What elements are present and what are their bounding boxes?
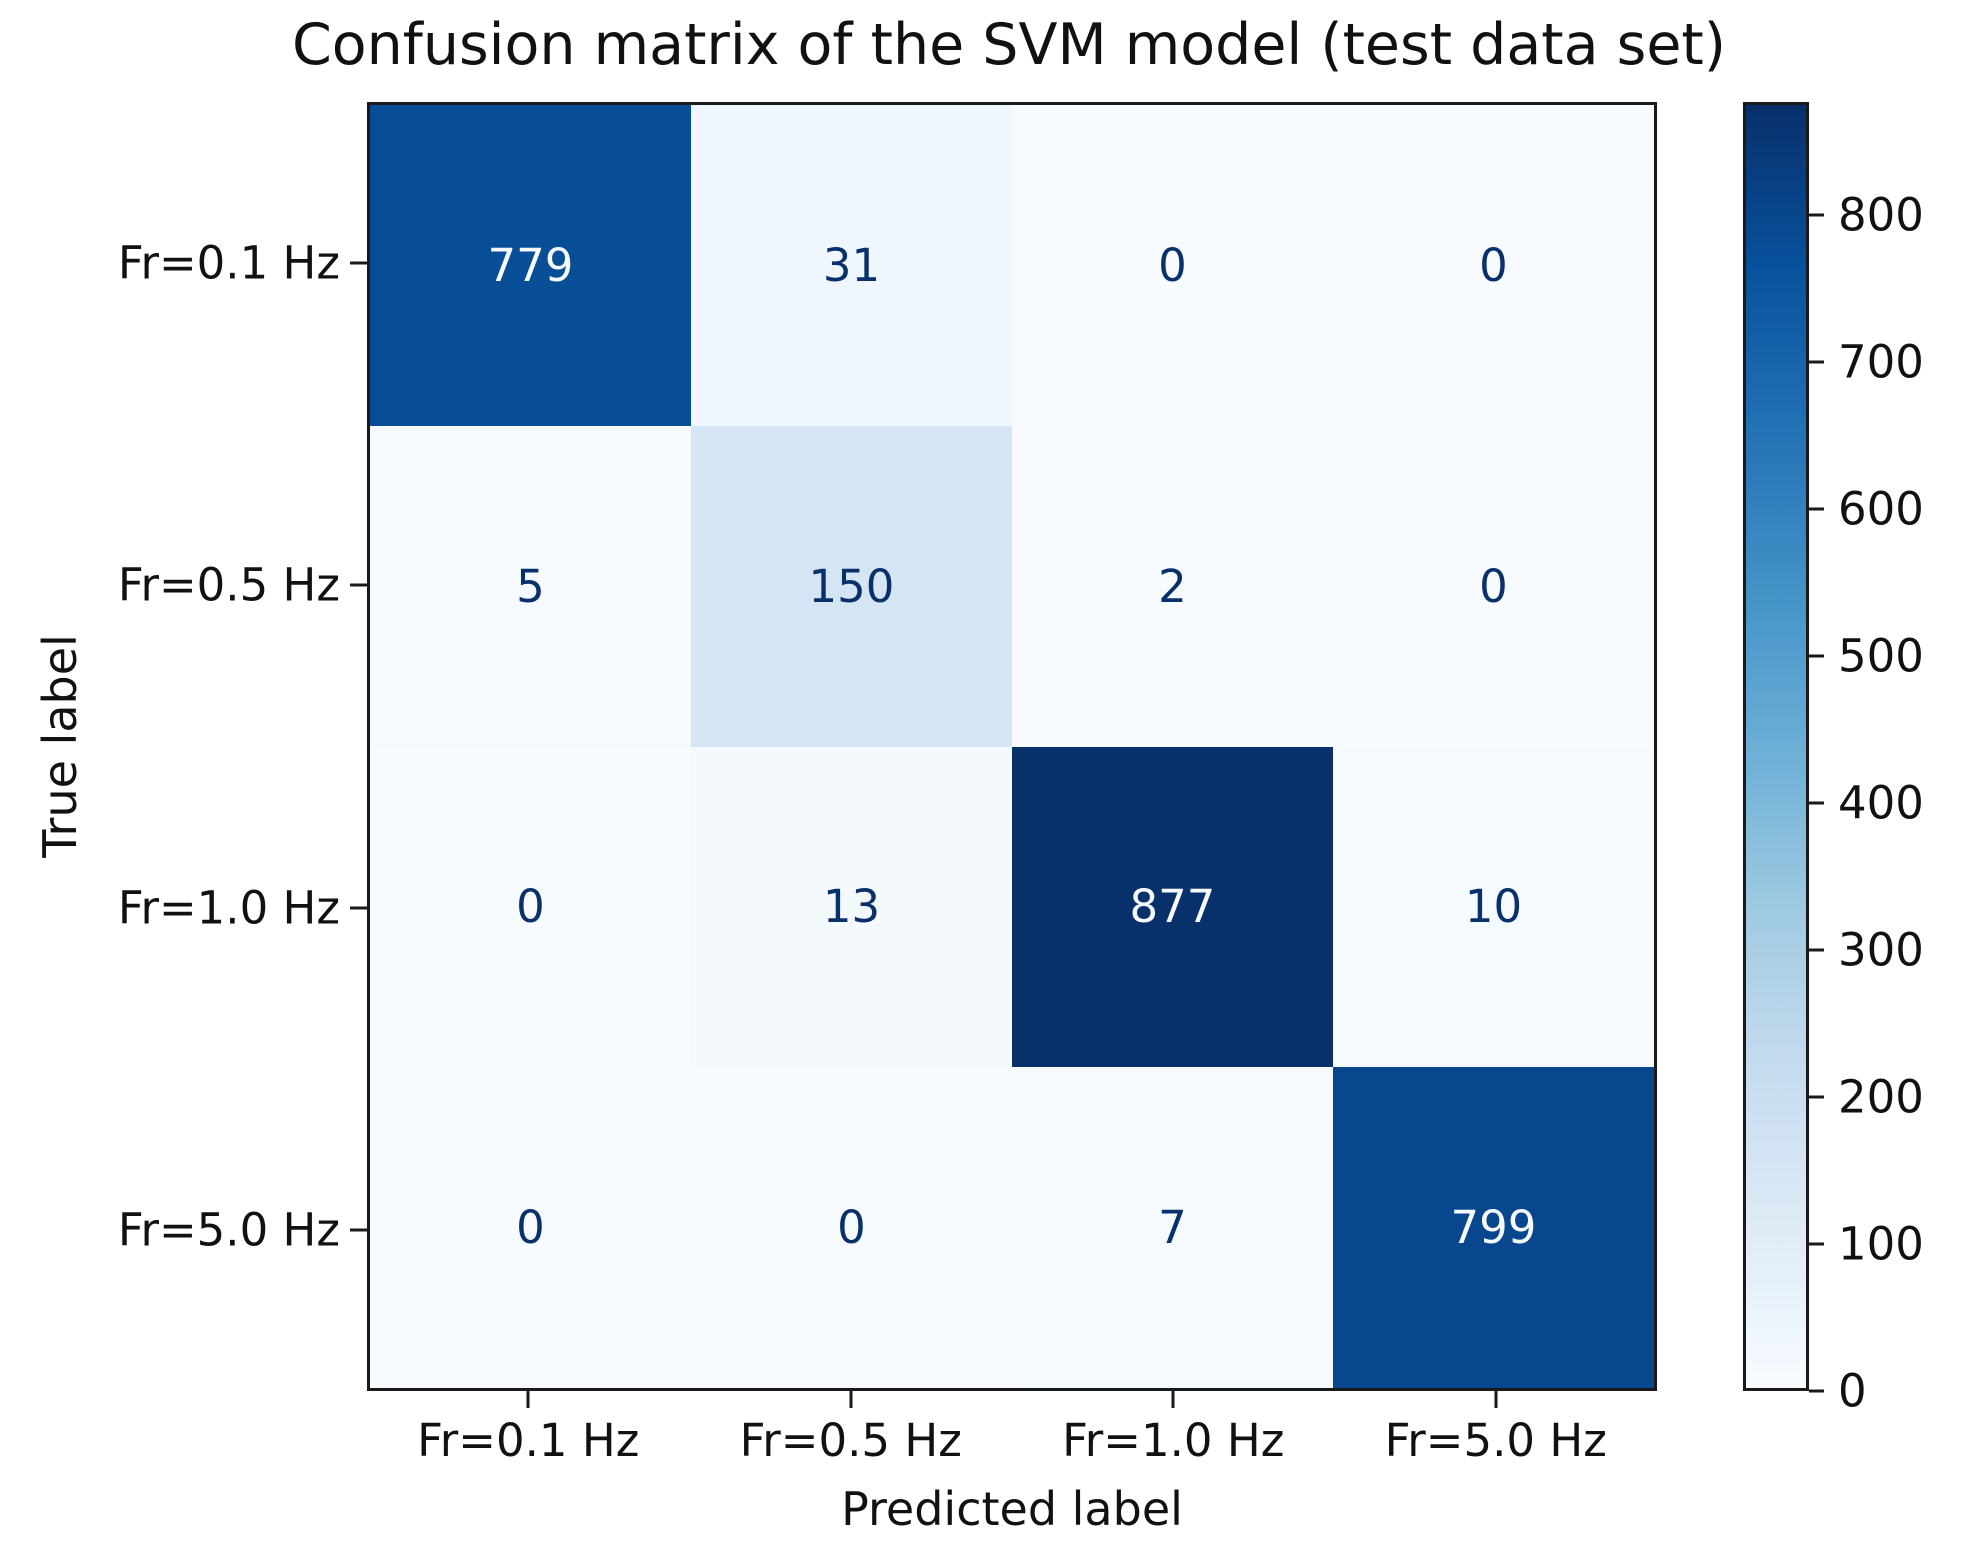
y-tick-label: Fr=0.1 Hz bbox=[117, 236, 340, 290]
cell-value: 13 bbox=[822, 880, 881, 934]
cell-value: 779 bbox=[487, 238, 574, 292]
matrix-cell-r0c0: 779 bbox=[370, 105, 691, 426]
matrix-cell-r2c2: 877 bbox=[1012, 746, 1333, 1068]
cell-value: 0 bbox=[516, 880, 545, 934]
matrix-cell-r0c3: 0 bbox=[1333, 105, 1654, 426]
y-tick-marks bbox=[350, 102, 367, 1391]
x-tick-mark bbox=[1494, 1391, 1498, 1408]
matrix-cell-r0c1: 31 bbox=[691, 105, 1012, 426]
colorbar-tick-label: 700 bbox=[1838, 335, 1924, 389]
colorbar-tick-label: 0 bbox=[1838, 1364, 1867, 1418]
colorbar-tick-mark bbox=[1809, 801, 1824, 805]
matrix-cell-r3c1: 0 bbox=[691, 1067, 1012, 1388]
colorbar-tick-mark bbox=[1809, 213, 1824, 217]
y-tick-mark bbox=[350, 583, 367, 587]
cell-value: 0 bbox=[1158, 238, 1187, 292]
matrix-cell-r2c1: 13 bbox=[691, 746, 1012, 1068]
matrix-cell-r3c3: 799 bbox=[1333, 1067, 1654, 1388]
matrix-cell-r1c1: 150 bbox=[691, 425, 1012, 747]
cell-value: 10 bbox=[1464, 880, 1523, 934]
cell-value: 0 bbox=[1479, 238, 1508, 292]
colorbar-tick-mark bbox=[1809, 1095, 1824, 1099]
colorbar-tick-label: 600 bbox=[1838, 482, 1924, 536]
colorbar-tick-mark bbox=[1809, 1389, 1824, 1393]
colorbar-tick-label: 800 bbox=[1838, 188, 1924, 242]
colorbar-tick-label: 200 bbox=[1838, 1070, 1924, 1124]
chart-title: Confusion matrix of the SVM model (test … bbox=[291, 12, 1727, 78]
x-tick-label: Fr=1.0 Hz bbox=[1062, 1414, 1285, 1467]
colorbar-tick-mark bbox=[1809, 507, 1824, 511]
colorbar-tick-label: 100 bbox=[1838, 1217, 1924, 1271]
x-tick-mark bbox=[1171, 1391, 1175, 1408]
colorbar-tick-labels: 800 700 600 500 400 300 200 100 0 bbox=[1838, 102, 1958, 1418]
matrix-cell-r0c2: 0 bbox=[1012, 105, 1333, 426]
y-tick-mark bbox=[350, 906, 367, 910]
cell-value: 0 bbox=[1479, 559, 1508, 613]
cell-value: 5 bbox=[516, 559, 545, 613]
cell-value: 799 bbox=[1450, 1201, 1537, 1255]
x-axis-label: Predicted label bbox=[841, 1482, 1183, 1536]
cell-value: 2 bbox=[1158, 559, 1187, 613]
cell-value: 7 bbox=[1158, 1201, 1187, 1255]
y-tick-mark bbox=[350, 261, 367, 265]
matrix-cell-r2c0: 0 bbox=[370, 746, 691, 1068]
colorbar-tick-label: 300 bbox=[1838, 923, 1924, 977]
x-tick-marks bbox=[367, 1391, 1657, 1408]
cell-value: 150 bbox=[808, 559, 895, 613]
colorbar-tick-label: 500 bbox=[1838, 629, 1924, 683]
y-tick-labels: Fr=0.1 Hz Fr=0.5 Hz Fr=1.0 Hz Fr=5.0 Hz bbox=[0, 102, 340, 1391]
x-tick-labels: Fr=0.1 Hz Fr=0.5 Hz Fr=1.0 Hz Fr=5.0 Hz bbox=[367, 1414, 1657, 1474]
y-tick-mark bbox=[350, 1228, 367, 1232]
colorbar-tick-marks bbox=[1809, 102, 1824, 1393]
x-tick-label: Fr=5.0 Hz bbox=[1384, 1414, 1607, 1467]
matrix-cell-r1c0: 5 bbox=[370, 425, 691, 747]
x-tick-mark bbox=[526, 1391, 530, 1408]
colorbar-tick-mark bbox=[1809, 948, 1824, 952]
matrix-cell-r3c2: 7 bbox=[1012, 1067, 1333, 1388]
colorbar-tick-mark bbox=[1809, 360, 1824, 364]
y-tick-label: Fr=0.5 Hz bbox=[117, 558, 340, 612]
x-tick-label: Fr=0.1 Hz bbox=[417, 1414, 640, 1467]
matrix-cell-r2c3: 10 bbox=[1333, 746, 1654, 1068]
colorbar-tick-mark bbox=[1809, 654, 1824, 658]
x-tick-mark bbox=[849, 1391, 853, 1408]
cell-value: 31 bbox=[822, 238, 881, 292]
matrix-cell-r3c0: 0 bbox=[370, 1067, 691, 1388]
colorbar-tick-mark bbox=[1809, 1242, 1824, 1246]
cell-value: 0 bbox=[837, 1201, 866, 1255]
y-tick-label: Fr=5.0 Hz bbox=[117, 1203, 340, 1257]
colorbar bbox=[1743, 102, 1809, 1391]
matrix-cell-r1c3: 0 bbox=[1333, 425, 1654, 747]
matrix-cell-r1c2: 2 bbox=[1012, 425, 1333, 747]
heatmap-plot-area: 779 31 0 0 5 150 2 0 0 13 877 10 0 0 7 799 bbox=[367, 102, 1657, 1391]
cell-value: 0 bbox=[516, 1201, 545, 1255]
colorbar-tick-label: 400 bbox=[1838, 776, 1924, 830]
cell-value: 877 bbox=[1129, 880, 1216, 934]
x-tick-label: Fr=0.5 Hz bbox=[739, 1414, 962, 1467]
y-tick-label: Fr=1.0 Hz bbox=[117, 881, 340, 935]
